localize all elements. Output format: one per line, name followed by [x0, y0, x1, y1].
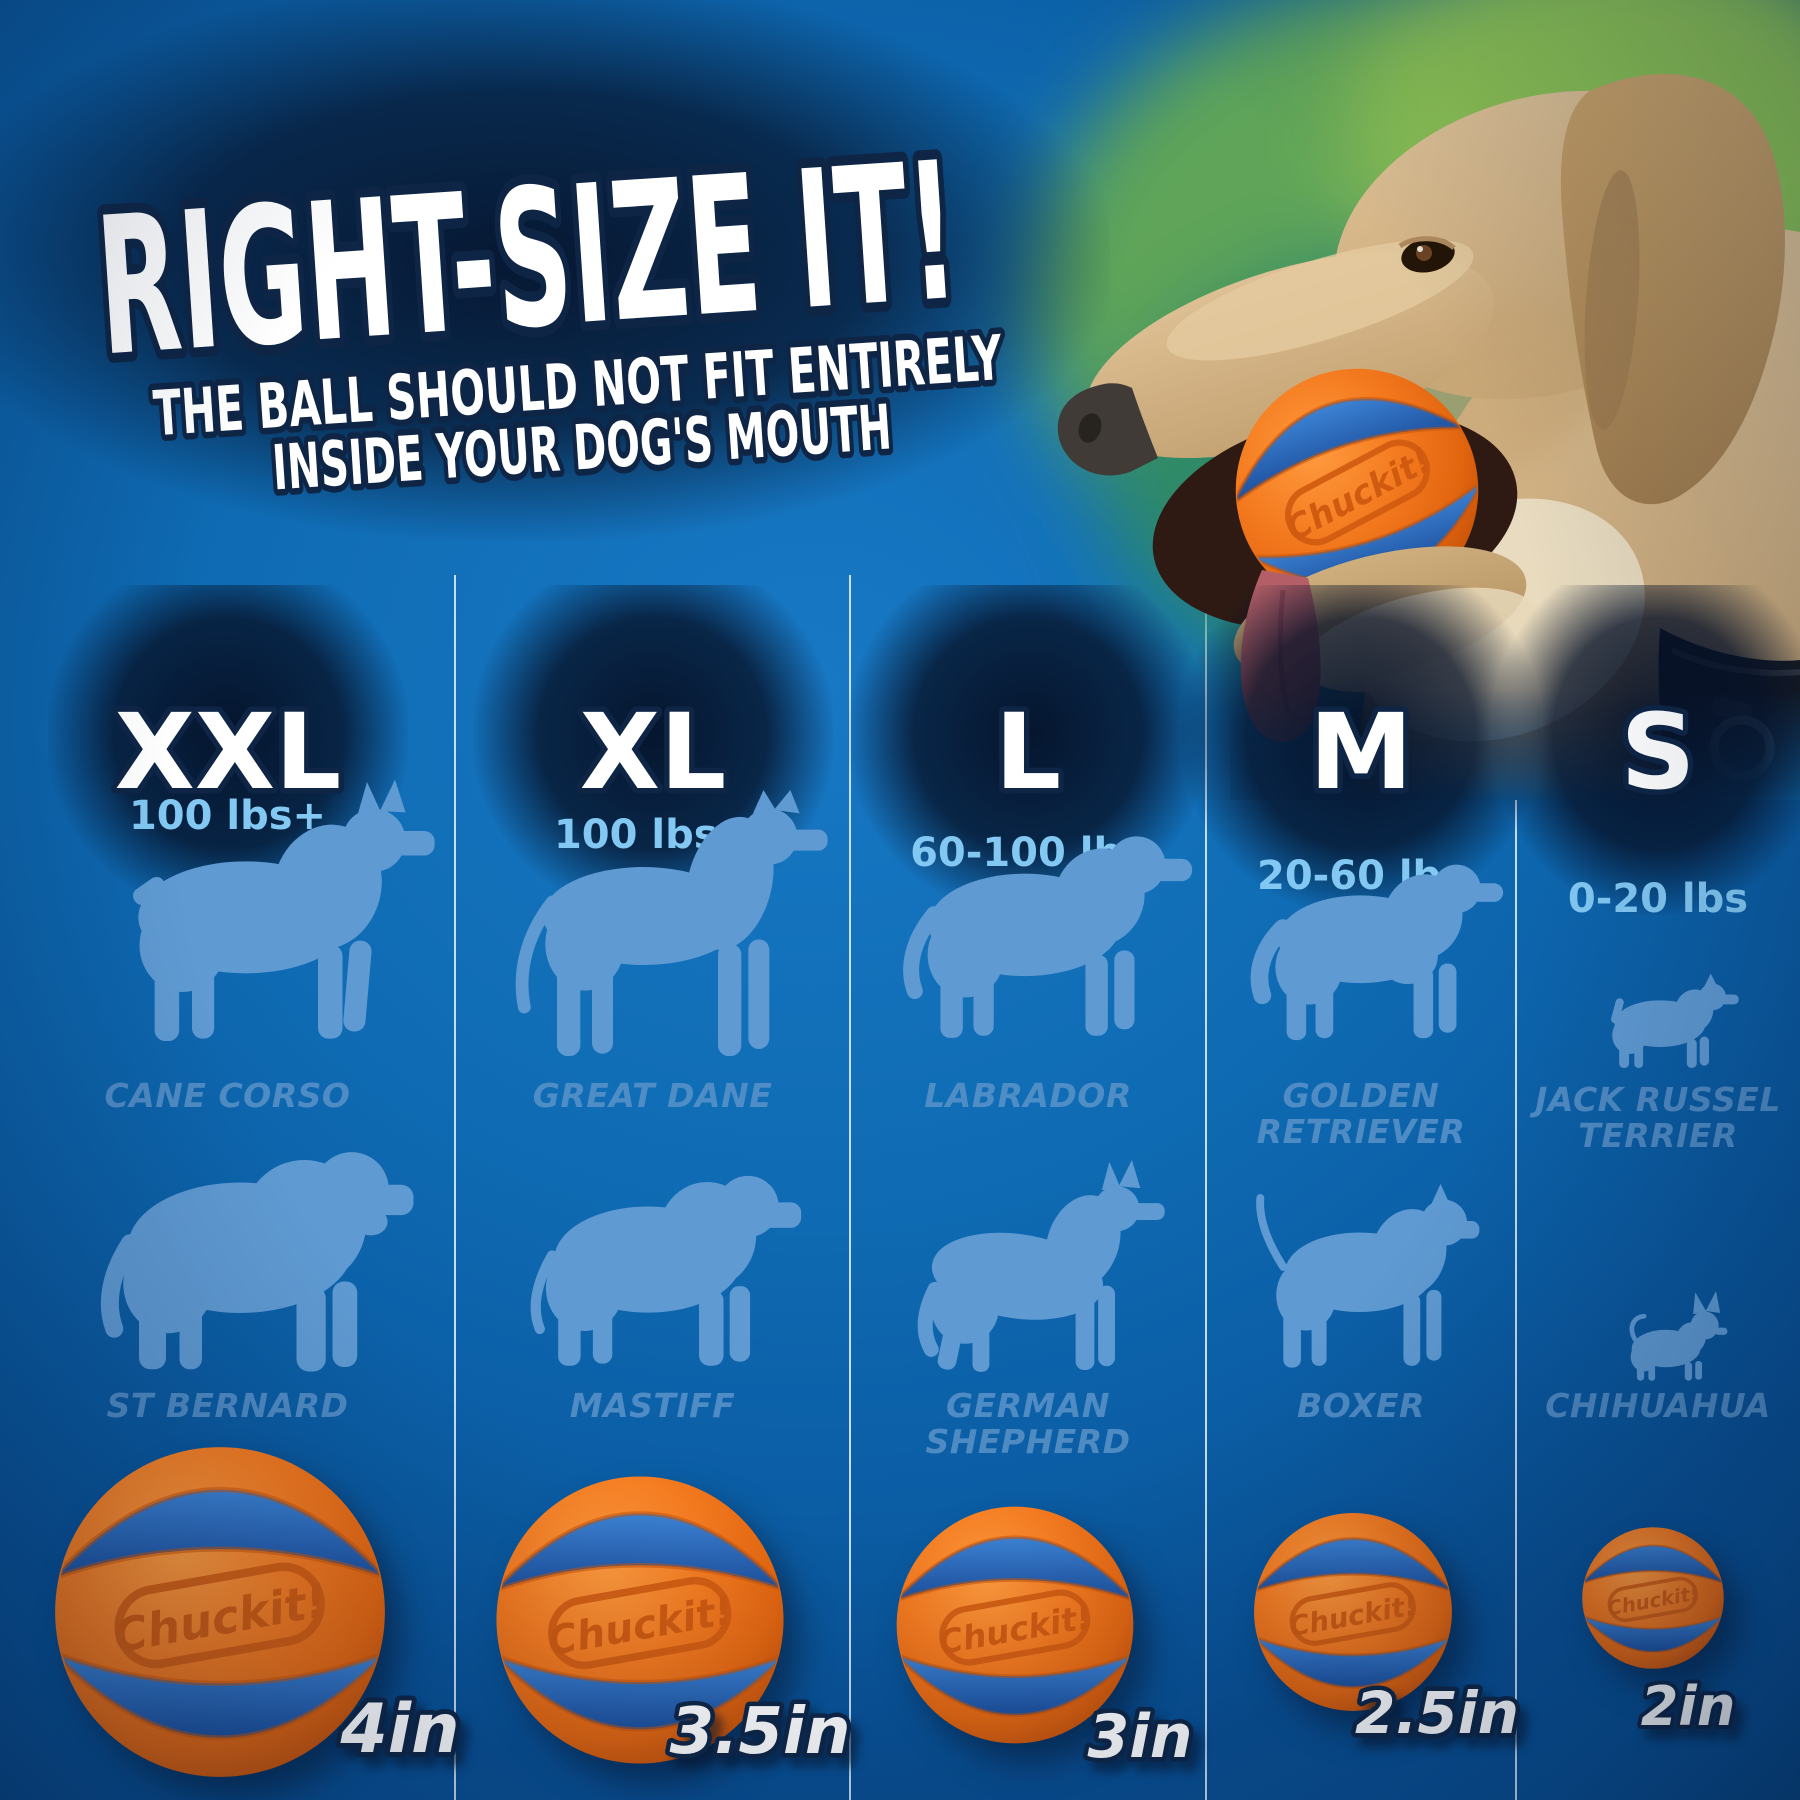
- size-letter: XL: [579, 691, 725, 813]
- svg-text:4in: 4in: [339, 1690, 459, 1769]
- dog-silhouette-jack-russell: [1611, 973, 1739, 1068]
- svg-text:3in: 3in: [1087, 1702, 1192, 1772]
- breed-label: GOLDEN RETRIEVER: [1256, 1076, 1466, 1151]
- column-divider: [454, 575, 456, 1800]
- column-divider: [1205, 575, 1207, 1800]
- dog-silhouette-labrador: [903, 836, 1193, 1038]
- ball-size-label: 4in: [334, 1685, 464, 1774]
- svg-text:3.5in: 3.5in: [670, 1695, 851, 1769]
- ball-size-label: 3in: [1083, 1698, 1197, 1777]
- eye: [1398, 236, 1456, 273]
- size-column-s: S 0-20 lbs JACK RUSSEL TERRIER CHIHUAHUA…: [1493, 0, 1800, 1800]
- ball-size-label: 3.5in: [665, 1691, 855, 1774]
- size-badge: S: [1615, 686, 1701, 819]
- svg-text:2.5in: 2.5in: [1355, 1679, 1519, 1747]
- weight-range-label: 0-20 lbs: [1567, 876, 1749, 922]
- dog-silhouette-boxer: [1256, 1183, 1480, 1368]
- breed-label: JACK RUSSEL TERRIER: [1535, 1080, 1781, 1155]
- svg-text:2in: 2in: [1641, 1675, 1736, 1738]
- size-badge: XL: [574, 686, 731, 819]
- breed-label: BOXER: [1297, 1386, 1425, 1425]
- breed-label: LABRADOR: [924, 1076, 1132, 1115]
- dog-silhouette-chihuahua: [1629, 1291, 1728, 1381]
- size-badge: L: [989, 686, 1066, 819]
- size-badge: M: [1304, 686, 1419, 819]
- size-badge: XXL: [109, 686, 347, 819]
- weight-range-label: 100 lbs+: [128, 793, 327, 839]
- dog-silhouette-st-bernard: [100, 1152, 414, 1372]
- size-letter: L: [995, 691, 1061, 813]
- breed-label: CHIHUAHUA: [1545, 1386, 1771, 1425]
- dog-silhouette-great-dane: [515, 790, 828, 1056]
- dog-silhouette-mastiff: [530, 1175, 802, 1366]
- ball-size-label: 2.5in: [1351, 1675, 1524, 1752]
- breed-label: GERMAN SHEPHERD: [925, 1386, 1131, 1461]
- breed-label: ST BERNARD: [106, 1386, 349, 1425]
- column-divider: [849, 575, 851, 1800]
- dog-silhouette-german-shepherd: [917, 1160, 1165, 1372]
- breed-label: GREAT DANE: [532, 1076, 773, 1115]
- ball-size-label: 2in: [1637, 1671, 1740, 1742]
- size-letter: M: [1309, 691, 1413, 813]
- size-column-xl: XL 100 lbs+ GREAT DANE MASTIFF 3.5in: [455, 0, 855, 1800]
- dog-silhouette-golden-retriever: [1250, 864, 1504, 1041]
- dog-silhouette-cane-corso: [133, 779, 435, 1041]
- size-column-l: L 60-100 lbs LABRADOR GERMAN SHEPHERD 3i…: [848, 0, 1208, 1800]
- column-divider: [1515, 575, 1517, 1800]
- size-letter: S: [1621, 691, 1696, 813]
- size-letter: XXL: [114, 691, 341, 813]
- size-column-m: M 20-60 lbs GOLDEN RETRIEVER BOXER 2.5in: [1181, 0, 1541, 1800]
- breed-label: CANE CORSO: [104, 1076, 351, 1115]
- breed-label: MASTIFF: [569, 1386, 736, 1425]
- size-column-xxl: XXL 100 lbs+ CANE CORSO ST BERNARD 4in: [0, 0, 465, 1800]
- headline-block: RIGHT-SIZE IT! THE BALL SHOULD NOT FIT E…: [81, 111, 1012, 511]
